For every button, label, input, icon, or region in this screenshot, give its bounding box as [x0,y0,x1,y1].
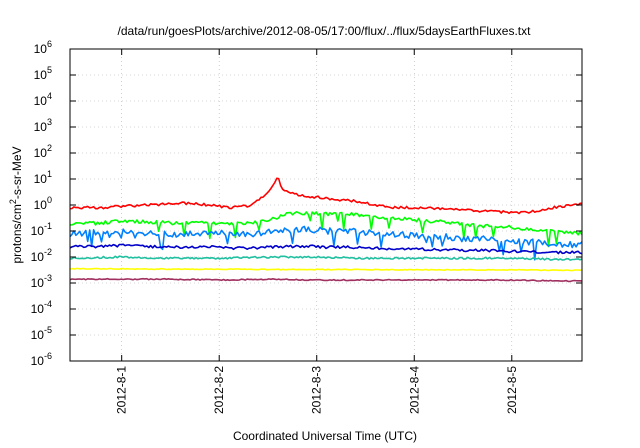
y-tick-label: 10-1 [31,221,52,238]
y-tick-label: 10-4 [31,299,52,316]
series-line-3 [69,225,583,261]
y-tick-label: 101 [34,169,52,186]
y-axis-label: protons/cm2-s-sr-MeV [8,146,24,263]
y-tick-label: 10-5 [31,325,52,342]
x-tick-label: 2012-8-2 [212,366,226,414]
x-tick-label: 2012-8-3 [310,366,324,414]
y-tick-label: 103 [34,117,52,134]
y-tick-label: 10-3 [31,273,52,290]
x-tick-label: 2012-8-1 [115,366,129,414]
x-tick-label: 2012-8-5 [505,366,519,414]
y-tick-label: 10-2 [31,247,52,264]
series-line-2 [69,211,583,248]
y-tick-label: 106 [34,39,52,56]
y-tick-label: 105 [34,65,52,82]
y-axis-label-sup: 2 [8,199,18,204]
x-axis: 2012-8-1 2012-8-2 2012-8-3 2012-8-4 2012-8-5 [115,49,519,414]
y-tick-label: 100 [34,195,52,212]
series-line-5 [69,255,583,261]
y-tick-label: 104 [34,91,52,108]
y-tick-label: 10-6 [31,351,52,368]
series-line-4 [69,243,583,255]
x-tick-label: 2012-8-4 [407,366,421,414]
x-axis-label: Coordinated Universal Time (UTC) [233,429,417,443]
y-axis-label-rest: -s-sr-MeV [10,146,24,199]
series-line-1 [69,177,583,215]
series-layer [69,177,583,283]
series-line-7 [69,277,583,283]
y-axis: 106 105 104 103 102 101 100 10-1 10-2 10-3 10-4 10-… [31,39,582,368]
y-axis-label-main: protons/cm [10,204,24,263]
series-line-6 [69,267,582,272]
y-tick-label: 102 [34,143,52,160]
chart-title: /data/run/goesPlots/archive/2012-08-05/1… [118,24,532,38]
